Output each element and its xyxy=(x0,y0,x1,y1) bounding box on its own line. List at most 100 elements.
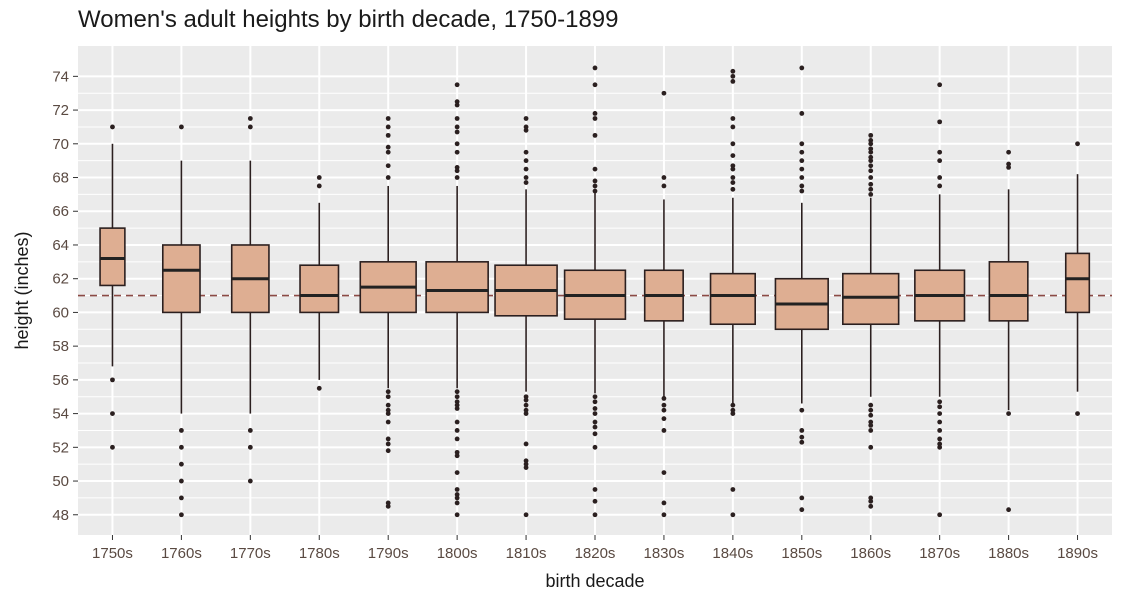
box-1750s xyxy=(99,124,126,450)
outlier-point xyxy=(179,512,184,518)
y-tick-label: 50 xyxy=(52,473,69,490)
outlier-point xyxy=(523,127,529,133)
outlier-point xyxy=(454,406,460,411)
outlier-point xyxy=(730,487,736,492)
outlier-point xyxy=(592,419,598,425)
outlier-point xyxy=(661,396,667,401)
y-tick-label: 68 xyxy=(52,170,69,187)
outlier-point xyxy=(868,495,874,501)
outlier-point xyxy=(799,158,805,164)
outlier-point xyxy=(592,399,598,405)
y-tick-label: 70 xyxy=(52,136,69,153)
y-tick-label: 56 xyxy=(52,372,69,389)
y-tick-label: 48 xyxy=(52,507,69,524)
x-axis-title: birth decade xyxy=(545,571,644,591)
box-1820s xyxy=(563,65,627,518)
outlier-point xyxy=(247,428,253,433)
outlier-point xyxy=(592,431,598,437)
outlier-point xyxy=(661,183,667,189)
outlier-point xyxy=(385,407,391,413)
outlier-point xyxy=(730,124,736,130)
outlier-point xyxy=(592,444,598,450)
outlier-point xyxy=(454,141,460,147)
box-iqr xyxy=(161,244,201,314)
outlier-point xyxy=(454,512,460,518)
outlier-point xyxy=(454,428,460,433)
outlier-point xyxy=(937,158,943,164)
outlier-point xyxy=(523,166,529,172)
outlier-point xyxy=(937,399,943,405)
outlier-point xyxy=(730,166,736,172)
outlier-point xyxy=(110,377,115,383)
box-1850s xyxy=(774,65,829,513)
outlier-point xyxy=(661,500,667,506)
x-tick-label: 1860s xyxy=(850,545,891,562)
outlier-point xyxy=(799,141,805,147)
box-iqr xyxy=(299,264,340,314)
x-tick-label: 1840s xyxy=(712,545,753,562)
x-tick-label: 1810s xyxy=(506,545,547,562)
box-1780s xyxy=(299,175,340,391)
box-1860s xyxy=(842,132,900,509)
boxes xyxy=(99,65,1091,518)
outlier-point xyxy=(937,404,943,410)
outlier-point xyxy=(523,402,529,408)
outlier-point xyxy=(592,111,598,116)
outlier-point xyxy=(316,175,322,180)
outlier-point xyxy=(454,165,460,170)
outlier-point xyxy=(454,492,460,497)
outlier-point xyxy=(523,411,529,416)
x-tick-label: 1850s xyxy=(781,545,822,562)
outlier-point xyxy=(730,512,736,518)
outlier-point xyxy=(937,411,943,416)
outlier-point xyxy=(454,389,460,395)
x-tick-label: 1880s xyxy=(988,545,1029,562)
outlier-point xyxy=(523,394,529,400)
x-tick-label: 1890s xyxy=(1057,545,1098,562)
outlier-point xyxy=(799,188,805,194)
outlier-point xyxy=(385,116,391,121)
outlier-point xyxy=(1006,411,1011,416)
outlier-point xyxy=(868,181,874,187)
outlier-point xyxy=(592,116,598,121)
outlier-point xyxy=(523,461,529,467)
outlier-point xyxy=(454,399,460,405)
outlier-point xyxy=(592,178,598,184)
outlier-point xyxy=(937,428,943,433)
outlier-point xyxy=(868,149,874,155)
y-tick-label: 52 xyxy=(52,439,69,456)
outlier-point xyxy=(454,487,460,492)
outlier-point xyxy=(937,436,943,442)
y-tick-label: 60 xyxy=(52,304,69,321)
outlier-point xyxy=(385,163,391,169)
outlier-point xyxy=(592,166,598,172)
outlier-point xyxy=(592,394,598,400)
box-1840s xyxy=(709,68,757,518)
outlier-point xyxy=(868,168,874,174)
y-axis-title: height (inches) xyxy=(12,231,32,349)
outlier-point xyxy=(592,424,598,430)
outlier-point xyxy=(1075,411,1080,416)
x-tick-label: 1870s xyxy=(919,545,960,562)
outlier-point xyxy=(110,124,115,130)
box-iqr xyxy=(1064,252,1091,314)
outlier-point xyxy=(799,183,805,189)
outlier-point xyxy=(592,183,598,189)
outlier-point xyxy=(523,407,529,413)
box-1790s xyxy=(359,116,417,509)
outlier-point xyxy=(179,124,184,130)
outlier-point xyxy=(523,175,529,180)
outlier-point xyxy=(523,397,529,403)
outlier-point xyxy=(937,82,943,88)
outlier-point xyxy=(868,191,874,197)
outlier-point xyxy=(868,138,874,143)
outlier-point xyxy=(316,385,322,391)
outlier-point xyxy=(454,102,460,108)
box-iqr xyxy=(709,272,757,326)
outlier-point xyxy=(523,116,529,121)
x-tick-label: 1750s xyxy=(92,545,133,562)
outlier-point xyxy=(385,149,391,155)
outlier-point xyxy=(868,186,874,192)
outlier-point xyxy=(592,65,598,71)
